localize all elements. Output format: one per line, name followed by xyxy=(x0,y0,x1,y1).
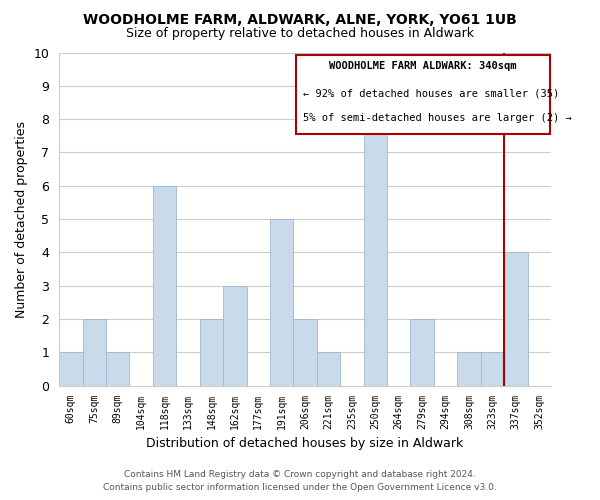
Text: WOODHOLME FARM ALDWARK: 340sqm: WOODHOLME FARM ALDWARK: 340sqm xyxy=(329,61,517,71)
Bar xyxy=(59,352,83,386)
Bar xyxy=(270,219,293,386)
Text: Contains HM Land Registry data © Crown copyright and database right 2024.
Contai: Contains HM Land Registry data © Crown c… xyxy=(103,470,497,492)
Text: Size of property relative to detached houses in Aldwark: Size of property relative to detached ho… xyxy=(126,28,474,40)
Bar xyxy=(457,352,481,386)
Bar xyxy=(200,319,223,386)
Bar xyxy=(481,352,504,386)
Bar xyxy=(317,352,340,386)
FancyBboxPatch shape xyxy=(296,55,550,134)
Bar xyxy=(83,319,106,386)
Bar xyxy=(410,319,434,386)
Text: WOODHOLME FARM, ALDWARK, ALNE, YORK, YO61 1UB: WOODHOLME FARM, ALDWARK, ALNE, YORK, YO6… xyxy=(83,12,517,26)
Text: 5% of semi-detached houses are larger (2) →: 5% of semi-detached houses are larger (2… xyxy=(303,114,571,124)
Bar xyxy=(504,252,527,386)
Bar xyxy=(106,352,130,386)
X-axis label: Distribution of detached houses by size in Aldwark: Distribution of detached houses by size … xyxy=(146,437,464,450)
Bar xyxy=(223,286,247,386)
Bar xyxy=(293,319,317,386)
Y-axis label: Number of detached properties: Number of detached properties xyxy=(15,120,28,318)
Bar xyxy=(364,119,387,386)
Bar xyxy=(153,186,176,386)
Text: ← 92% of detached houses are smaller (35): ← 92% of detached houses are smaller (35… xyxy=(303,88,559,99)
